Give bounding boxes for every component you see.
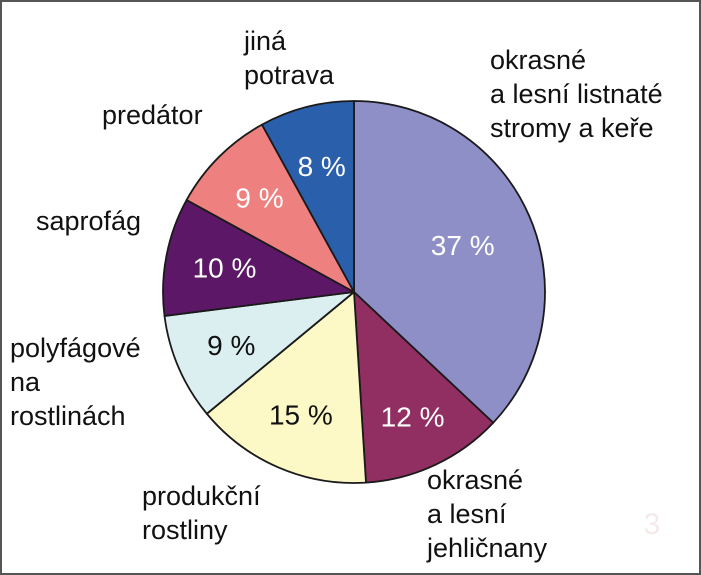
- slice-value-label: 9 %: [235, 183, 283, 214]
- pie-slice: [185, 123, 355, 293]
- pie-slice: [261, 100, 355, 293]
- slice-value-label: 9 %: [207, 330, 255, 361]
- slice-category-label: predátor: [102, 100, 203, 130]
- slice-value-label: 37 %: [431, 230, 495, 261]
- slice-value-label: 12 %: [381, 401, 445, 432]
- pie-slice: [162, 199, 355, 317]
- corner-mark: 3: [644, 508, 661, 541]
- pie-slice: [353, 291, 495, 484]
- slice-value-label: 8 %: [298, 151, 346, 182]
- slice-category-label: polyfágové na rostlinách: [10, 333, 141, 431]
- pie-slice: [353, 100, 546, 424]
- slice-value-label: 10 %: [193, 252, 257, 283]
- pie-slice: [205, 291, 367, 484]
- slice-value-label: 15 %: [269, 400, 333, 431]
- slice-category-label: jiná potrava: [243, 26, 335, 90]
- slice-category-label: okrasné a lesní listnaté stromy a keře: [490, 45, 663, 143]
- pie-slice: [163, 291, 355, 415]
- slice-category-label: okrasné a lesní jehličnany: [426, 465, 548, 563]
- slice-category-label: produkční rostliny: [142, 481, 261, 545]
- slice-category-label: saprofág: [36, 206, 141, 236]
